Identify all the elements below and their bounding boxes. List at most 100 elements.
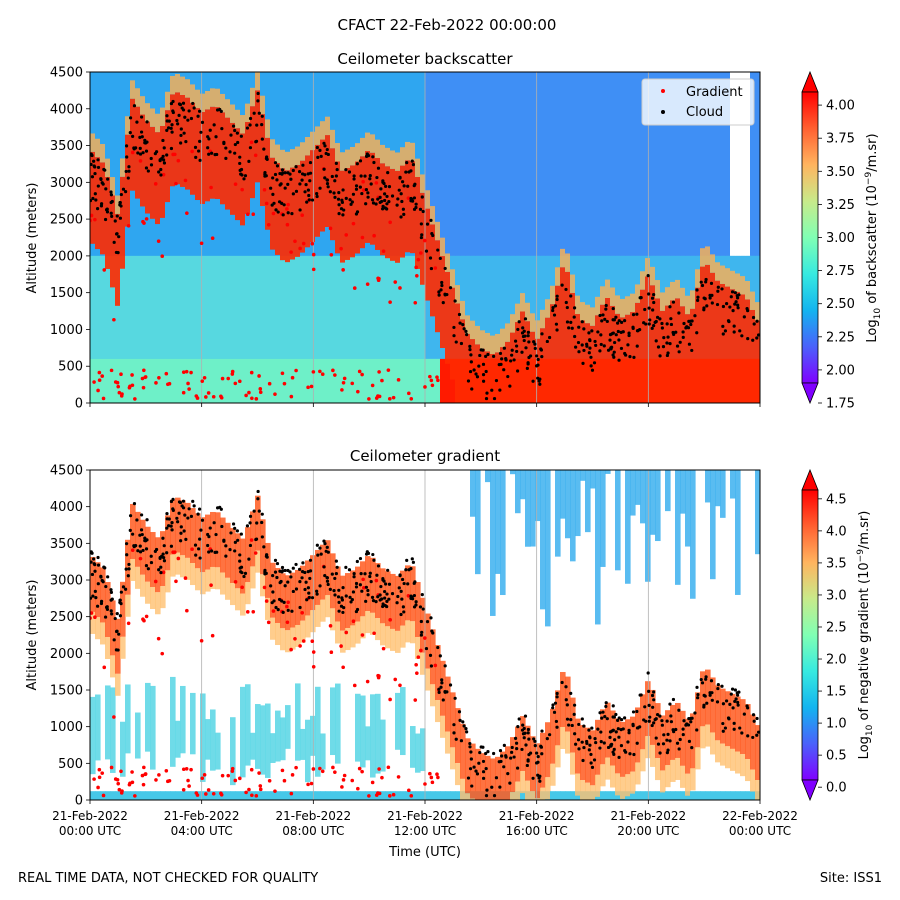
cloud-point [364, 585, 369, 589]
cloud-point [702, 703, 706, 707]
cloud-point [233, 128, 237, 133]
cloud-point [523, 317, 528, 321]
gradient-point [310, 241, 315, 246]
cloud-point [99, 599, 104, 603]
heatmap-cell [410, 566, 416, 622]
cloud-point [354, 184, 359, 188]
heatmap-cell [155, 358, 161, 403]
x-tick-date: 21-Feb-2022 [52, 809, 128, 823]
heatmap-cell [100, 144, 106, 163]
heatmap-cell [245, 582, 251, 605]
heatmap-cell [115, 195, 121, 214]
heatmap-cell [730, 72, 736, 256]
heatmap-cell [735, 470, 741, 595]
heatmap-cell [440, 715, 446, 738]
cloud-point [592, 361, 597, 365]
gradient-point [413, 300, 418, 305]
cloud-point [570, 326, 574, 330]
cloud-point [141, 548, 145, 553]
cloud-point [555, 297, 559, 302]
cloud-point [159, 565, 163, 569]
heatmap-cell [715, 280, 721, 403]
gradient-point [250, 793, 254, 798]
heatmap-cell [95, 358, 101, 403]
gradient-point [96, 388, 100, 393]
heatmap-cell [630, 771, 636, 794]
cloud-point [112, 240, 116, 244]
cloud-point [103, 566, 107, 570]
cloud-point [506, 374, 510, 379]
cloud-point [301, 163, 305, 167]
gradient-point [289, 647, 293, 652]
cloud-point [652, 721, 656, 725]
heatmap-cell [360, 137, 366, 157]
cloud-point [170, 123, 174, 127]
heatmap-cell [210, 88, 216, 107]
heatmap-cell [135, 791, 141, 800]
cloud-point [572, 703, 577, 707]
heatmap-cell [330, 255, 336, 359]
cloud-point [746, 734, 750, 738]
cloud-point [461, 720, 465, 724]
heatmap-cell [95, 562, 101, 618]
cloud-point [198, 139, 202, 143]
cloud-point [708, 691, 712, 695]
cloud-point [390, 194, 395, 198]
heatmap-cell [675, 757, 681, 780]
cloud-point [260, 123, 264, 127]
heatmap-cell [675, 702, 681, 758]
heatmap-cell [120, 636, 126, 659]
cloud-point [351, 192, 356, 196]
heatmap-cell [165, 91, 171, 111]
heatmap-cell [110, 177, 116, 196]
gradient-point [374, 578, 379, 583]
cloud-point [132, 147, 136, 151]
cloud-point [468, 348, 472, 352]
heatmap-cell [300, 255, 306, 359]
heatmap-cell [745, 299, 751, 403]
cloud-point [306, 188, 310, 192]
gradient-point [318, 766, 322, 771]
cloud-point [197, 109, 202, 113]
heatmap-cell [145, 581, 151, 604]
cloud-point [248, 543, 253, 548]
cloud-point [291, 566, 295, 570]
cloud-point [443, 266, 447, 271]
cloud-point [222, 538, 226, 542]
heatmap-cell [535, 743, 541, 799]
cloud-point [420, 195, 424, 199]
cloud-point [728, 702, 732, 706]
cloud-point [275, 561, 280, 566]
heatmap-cell [650, 285, 656, 403]
cloud-point [734, 697, 738, 701]
colorbar-tick-label: 0.5 [826, 749, 847, 764]
cloud-point [510, 745, 514, 750]
heatmap-cell [385, 626, 391, 649]
gradient-point [285, 222, 290, 227]
cloud-point [354, 212, 359, 216]
cloud-point [370, 595, 375, 599]
cloud-point [124, 169, 128, 174]
cloud-point [513, 339, 518, 343]
cloud-point [666, 335, 670, 339]
cloud-point [465, 333, 469, 337]
heatmap-cell [600, 709, 606, 765]
cloud-point [162, 146, 166, 150]
heatmap-cell [310, 610, 316, 633]
colorbar-tick-label: 3.5 [826, 556, 847, 571]
cloud-point [103, 217, 108, 222]
heatmap-cell [750, 291, 756, 310]
gradient-point [101, 793, 106, 798]
gradient-point [254, 794, 259, 798]
heatmap-cell [335, 143, 341, 162]
gradient-point [351, 619, 356, 624]
cloud-point [589, 355, 593, 359]
cloud-point [477, 761, 481, 765]
cloud-point [337, 600, 341, 604]
heatmap-cell [575, 295, 581, 315]
cloud-point [481, 373, 486, 377]
gradient-point [249, 767, 254, 772]
cloud-point [554, 322, 559, 326]
gradient-point [367, 794, 371, 798]
cloud-point [283, 186, 287, 190]
